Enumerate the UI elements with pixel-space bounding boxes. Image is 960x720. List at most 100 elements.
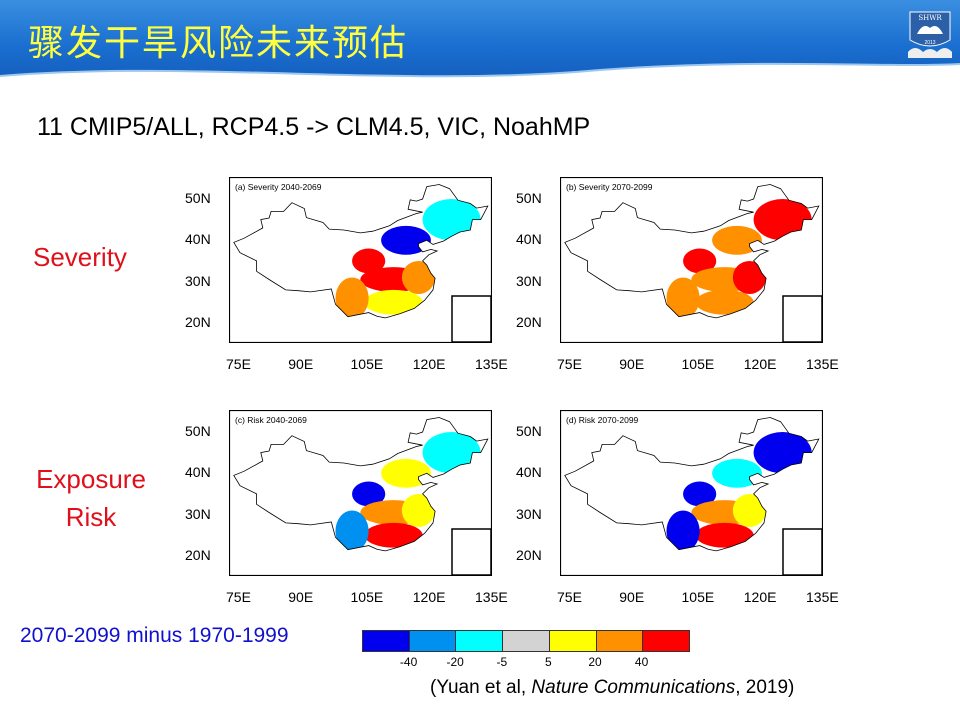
region-ne <box>753 432 812 474</box>
region-sw <box>335 510 369 551</box>
x-tick-label: 120E <box>743 356 777 372</box>
x-tick-label: 75E <box>226 356 251 372</box>
x-tick-label: 105E <box>681 589 715 605</box>
y-tick-label: 30N <box>185 272 211 289</box>
y-tick-label: 40N <box>516 231 542 248</box>
region-ne <box>422 199 481 241</box>
x-tick-label: 120E <box>743 589 777 605</box>
citation-journal: Nature Communications <box>531 677 736 698</box>
colorbar-tick: -40 <box>399 655 418 669</box>
region-n <box>381 225 431 255</box>
colorbar-swatch-red <box>643 631 690 651</box>
slide-title: 骤发干旱风险未来预估 <box>28 23 409 64</box>
region-nw <box>683 248 717 274</box>
region-nw <box>352 248 386 274</box>
svg-text:SHWR: SHWR <box>918 14 942 22</box>
x-tick-label: 75E <box>557 589 582 605</box>
x-tick-label: 135E <box>475 589 508 605</box>
region-n <box>381 458 431 488</box>
china-outline <box>564 184 820 319</box>
y-tick-label: 40N <box>516 464 542 481</box>
region-nw <box>352 481 386 507</box>
panel-label: (c) Risk 2040-2069 <box>235 415 307 425</box>
y-tick-label: 30N <box>185 505 211 522</box>
y-tick-label: 20N <box>185 313 211 330</box>
region-n <box>712 458 762 488</box>
region-s <box>695 289 754 315</box>
y-tick-label: 50N <box>185 423 211 439</box>
citation-authors: (Yuan et al, <box>430 677 532 698</box>
map-frame <box>560 177 823 343</box>
row-label-risk: Risk <box>65 502 117 532</box>
map-frame <box>560 410 823 576</box>
region-s <box>364 522 423 548</box>
svg-text:2013: 2013 <box>924 40 935 46</box>
map-panel: (c) Risk 2040-2069 50N 40N 30N 20N 75E 90E 105E… <box>185 410 549 610</box>
inset-box <box>782 528 823 576</box>
map-panel: (a) Severity 2040-2069 50N 40N 30N 20N 75E 90E… <box>185 177 549 377</box>
colorbar-swatch-blue <box>363 631 410 651</box>
china-outline <box>233 417 489 552</box>
x-tick-label: 120E <box>412 356 446 372</box>
colorbar <box>362 630 690 652</box>
row-label-exposure: Exposure <box>36 464 146 494</box>
colorbar-tick: 5 <box>545 655 552 669</box>
x-tick-label: 90E <box>288 356 314 372</box>
region-sw <box>666 510 700 551</box>
y-tick-label: 50N <box>516 423 542 439</box>
y-tick-label: 30N <box>516 272 542 289</box>
panel-label: (d) Risk 2070-2099 <box>566 415 639 425</box>
region-e <box>401 493 436 527</box>
map-panel: (d) Risk 2070-2099 50N 40N 30N 20N 75E 90E 105E… <box>516 410 880 610</box>
region-nw <box>683 481 717 507</box>
header-wave <box>0 62 960 84</box>
map-frame <box>229 410 492 576</box>
region-s <box>695 522 754 548</box>
region-sw <box>335 277 369 318</box>
row-label-severity: Severity <box>33 242 127 272</box>
region-ne <box>753 199 812 241</box>
china-outline <box>564 417 820 552</box>
region-e <box>401 260 436 294</box>
x-tick-label: 135E <box>475 356 508 372</box>
difference-label: 2070-2099 minus 1970-1999 <box>20 624 289 647</box>
x-tick-label: 75E <box>226 589 251 605</box>
colorbar-swatch-orange <box>596 631 644 651</box>
y-tick-label: 20N <box>516 313 542 330</box>
x-tick-label: 135E <box>806 356 839 372</box>
colorbar-swatch-lightblue <box>409 631 457 651</box>
china-outline <box>233 184 489 319</box>
y-tick-label: 30N <box>516 505 542 522</box>
y-tick-label: 40N <box>185 231 211 248</box>
model-subtitle: 11 CMIP5/ALL, RCP4.5 -> CLM4.5, VIC, Noa… <box>37 113 591 141</box>
colorbar-swatch-yellow <box>549 631 597 651</box>
shwr-logo: SHWR 2013 <box>908 11 952 58</box>
colorbar-swatch-gray <box>503 631 550 651</box>
citation: (Yuan et al, Nature Communications, 2019… <box>430 677 794 699</box>
x-tick-label: 90E <box>619 356 645 372</box>
citation-year: , 2019) <box>735 677 795 698</box>
x-tick-label: 120E <box>412 589 446 605</box>
region-s <box>364 289 423 315</box>
x-tick-label: 75E <box>557 356 582 372</box>
y-tick-label: 20N <box>516 546 542 563</box>
x-tick-label: 105E <box>681 356 715 372</box>
colorbar-swatch-cyan <box>456 631 504 651</box>
map-frame <box>229 177 492 343</box>
x-tick-label: 105E <box>350 589 384 605</box>
colorbar-tick: -5 <box>496 655 508 669</box>
inset-box <box>451 528 492 576</box>
colorbar-tick: -20 <box>446 655 464 669</box>
y-tick-label: 20N <box>185 546 211 563</box>
colorbar-tick: 20 <box>588 655 602 669</box>
region-sw <box>666 277 700 318</box>
map-panel: (b) Severity 2070-2099 50N 40N 30N 20N 75E 90E… <box>516 177 880 377</box>
x-tick-label: 135E <box>806 589 839 605</box>
panel-label: (a) Severity 2040-2069 <box>235 182 322 192</box>
panel-label: (b) Severity 2070-2099 <box>566 182 653 192</box>
x-tick-label: 90E <box>619 589 645 605</box>
x-tick-label: 90E <box>288 589 314 605</box>
region-ne <box>422 432 481 474</box>
y-tick-label: 40N <box>185 464 211 481</box>
region-e <box>732 493 767 527</box>
